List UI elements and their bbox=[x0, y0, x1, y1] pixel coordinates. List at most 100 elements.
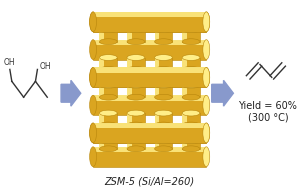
Bar bbox=[93, 40, 206, 60]
Ellipse shape bbox=[182, 138, 200, 144]
Bar bbox=[182, 85, 187, 97]
Bar bbox=[127, 57, 145, 69]
Bar bbox=[182, 141, 200, 149]
Bar bbox=[155, 141, 160, 149]
Bar bbox=[99, 30, 117, 42]
Ellipse shape bbox=[182, 27, 200, 33]
Text: ZSM-5 (Si/Al=260): ZSM-5 (Si/Al=260) bbox=[105, 177, 195, 187]
Bar bbox=[99, 141, 104, 149]
Bar bbox=[127, 113, 132, 125]
Ellipse shape bbox=[182, 39, 200, 45]
Bar bbox=[182, 30, 187, 42]
Ellipse shape bbox=[155, 82, 172, 88]
Bar bbox=[93, 123, 206, 129]
Bar bbox=[93, 123, 206, 143]
FancyArrow shape bbox=[61, 80, 81, 106]
Ellipse shape bbox=[182, 82, 200, 88]
Ellipse shape bbox=[203, 67, 210, 87]
Bar bbox=[93, 67, 206, 73]
Ellipse shape bbox=[99, 138, 117, 144]
Bar bbox=[93, 147, 206, 152]
Bar bbox=[99, 30, 104, 42]
Bar bbox=[93, 67, 206, 87]
Ellipse shape bbox=[127, 67, 145, 72]
Bar bbox=[93, 95, 206, 115]
Bar bbox=[155, 113, 160, 125]
Ellipse shape bbox=[182, 110, 200, 116]
Ellipse shape bbox=[127, 122, 145, 128]
Bar bbox=[93, 123, 206, 129]
Text: OH: OH bbox=[40, 62, 51, 71]
Ellipse shape bbox=[182, 146, 200, 152]
Ellipse shape bbox=[155, 55, 172, 60]
Bar bbox=[99, 85, 104, 97]
Bar bbox=[93, 67, 206, 73]
Ellipse shape bbox=[90, 67, 96, 87]
Bar bbox=[127, 30, 132, 42]
Bar bbox=[155, 85, 172, 97]
Bar bbox=[155, 30, 160, 42]
Ellipse shape bbox=[203, 40, 210, 60]
Ellipse shape bbox=[90, 40, 96, 60]
Ellipse shape bbox=[203, 123, 210, 143]
FancyArrow shape bbox=[212, 80, 233, 106]
Ellipse shape bbox=[127, 39, 145, 45]
Bar bbox=[127, 85, 145, 97]
Ellipse shape bbox=[127, 146, 145, 152]
Ellipse shape bbox=[99, 94, 117, 100]
Bar bbox=[182, 57, 187, 69]
Ellipse shape bbox=[90, 123, 96, 143]
Bar bbox=[99, 85, 117, 97]
Bar bbox=[99, 113, 117, 125]
Ellipse shape bbox=[155, 122, 172, 128]
Bar bbox=[93, 40, 206, 45]
Text: OH: OH bbox=[4, 58, 16, 67]
Ellipse shape bbox=[127, 94, 145, 100]
Ellipse shape bbox=[203, 123, 210, 143]
Bar bbox=[93, 12, 206, 32]
Ellipse shape bbox=[99, 39, 117, 45]
Ellipse shape bbox=[155, 94, 172, 100]
Ellipse shape bbox=[155, 27, 172, 33]
Ellipse shape bbox=[99, 27, 117, 33]
Ellipse shape bbox=[182, 67, 200, 72]
Text: (300 °C): (300 °C) bbox=[247, 112, 288, 122]
Ellipse shape bbox=[99, 67, 117, 72]
Ellipse shape bbox=[155, 146, 172, 152]
Ellipse shape bbox=[127, 55, 145, 60]
Bar bbox=[155, 57, 160, 69]
Ellipse shape bbox=[99, 82, 117, 88]
Ellipse shape bbox=[182, 55, 200, 60]
Bar bbox=[182, 30, 200, 42]
Ellipse shape bbox=[99, 122, 117, 128]
Bar bbox=[93, 67, 206, 87]
Bar bbox=[127, 30, 145, 42]
Ellipse shape bbox=[90, 95, 96, 115]
Bar bbox=[99, 57, 104, 69]
Ellipse shape bbox=[90, 67, 96, 87]
Bar bbox=[127, 113, 145, 125]
Ellipse shape bbox=[127, 110, 145, 116]
Ellipse shape bbox=[99, 55, 117, 60]
Ellipse shape bbox=[182, 122, 200, 128]
Bar bbox=[155, 57, 172, 69]
Bar bbox=[155, 141, 172, 149]
Bar bbox=[93, 12, 206, 17]
Ellipse shape bbox=[155, 110, 172, 116]
Ellipse shape bbox=[90, 12, 96, 32]
Bar bbox=[127, 141, 132, 149]
Ellipse shape bbox=[90, 12, 96, 32]
Bar bbox=[127, 141, 145, 149]
Ellipse shape bbox=[155, 67, 172, 72]
Ellipse shape bbox=[203, 67, 210, 87]
Ellipse shape bbox=[127, 82, 145, 88]
Ellipse shape bbox=[203, 12, 210, 32]
Ellipse shape bbox=[155, 39, 172, 45]
Bar bbox=[99, 113, 104, 125]
Ellipse shape bbox=[203, 12, 210, 32]
Bar bbox=[182, 141, 187, 149]
Ellipse shape bbox=[99, 146, 117, 152]
Bar bbox=[182, 85, 200, 97]
Ellipse shape bbox=[90, 147, 96, 167]
Ellipse shape bbox=[182, 94, 200, 100]
